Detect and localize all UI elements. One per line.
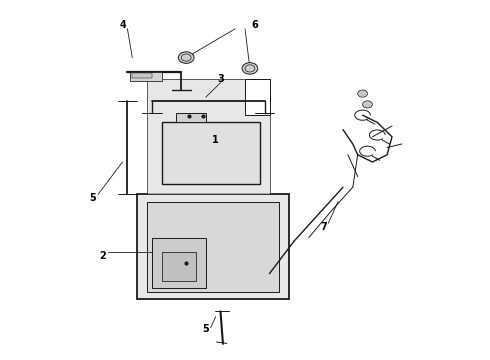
Text: 2: 2 (99, 251, 106, 261)
Circle shape (363, 101, 372, 108)
Bar (132, 73, 152, 78)
Text: 6: 6 (251, 20, 258, 30)
Circle shape (178, 52, 194, 63)
Circle shape (358, 90, 368, 97)
Bar (176, 113, 206, 122)
Polygon shape (245, 79, 270, 115)
Text: 5: 5 (90, 193, 97, 203)
Polygon shape (147, 79, 270, 194)
Text: 3: 3 (217, 74, 224, 84)
Text: 4: 4 (119, 20, 126, 30)
Text: 5: 5 (202, 324, 209, 334)
Circle shape (242, 63, 258, 74)
Text: 7: 7 (320, 222, 327, 232)
Polygon shape (147, 202, 279, 292)
Polygon shape (137, 194, 289, 299)
Bar (162, 122, 260, 184)
Text: 1: 1 (212, 135, 219, 145)
Bar (130, 72, 162, 81)
Polygon shape (162, 252, 196, 281)
Polygon shape (152, 238, 206, 288)
